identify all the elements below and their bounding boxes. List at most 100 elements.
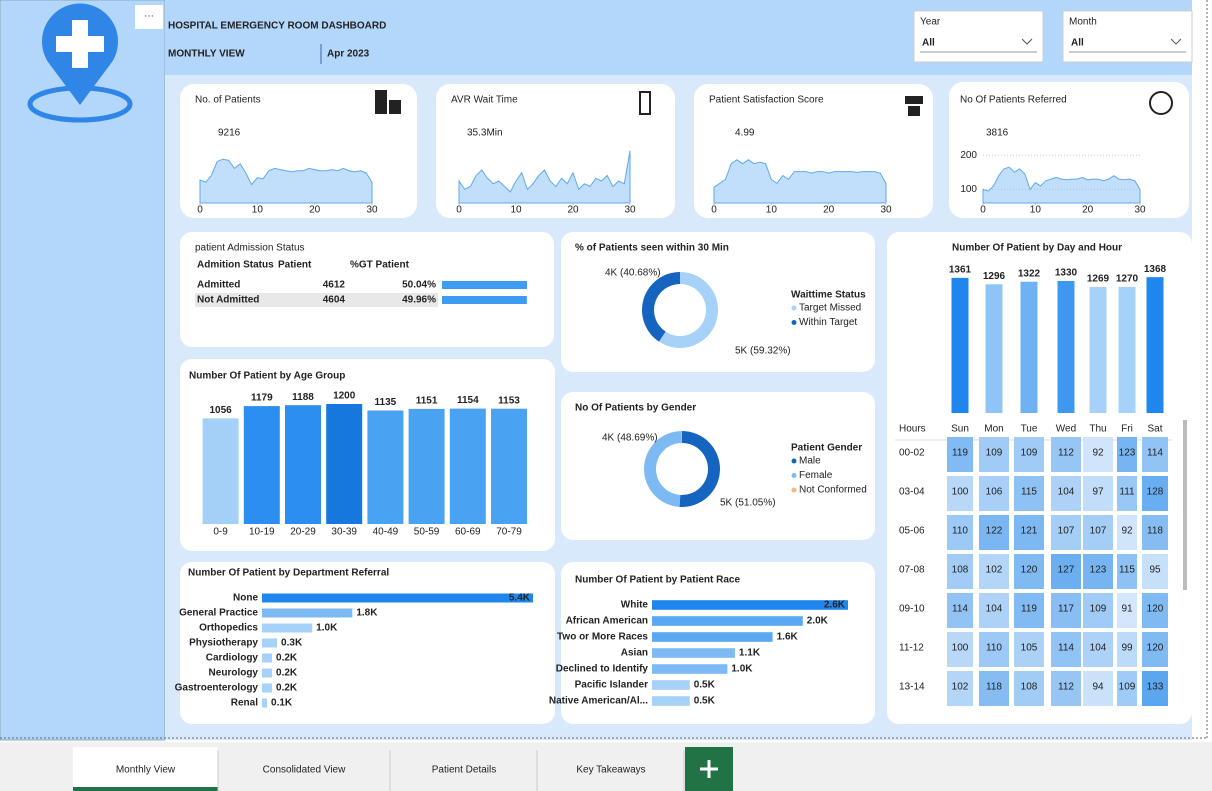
filter-value[interactable]: All — [922, 38, 935, 49]
heat-cell — [1083, 593, 1113, 628]
bar — [262, 638, 278, 648]
filter-box[interactable] — [1062, 10, 1193, 63]
data-label: 1.0K — [731, 664, 753, 675]
legend-title: Waittime Status — [791, 290, 866, 301]
cell-value: 102 — [952, 682, 969, 693]
category-label: Renal — [231, 698, 258, 709]
x-tick-label: 30 — [880, 205, 892, 216]
legend-label: Not Conformed — [799, 485, 867, 496]
bar — [262, 683, 273, 693]
heat-cell — [1051, 554, 1081, 589]
heat-cell — [1014, 671, 1044, 706]
bar — [243, 406, 280, 524]
cell-value: 106 — [986, 487, 1003, 498]
cell-value: 128 — [1147, 487, 1164, 498]
bar — [202, 418, 239, 524]
filter-box[interactable] — [913, 10, 1044, 63]
heat-cell — [1083, 437, 1113, 472]
heat-cell — [1014, 437, 1044, 472]
row-label: 11-12 — [899, 643, 924, 654]
filter-value[interactable]: All — [1071, 38, 1084, 49]
cell-value: 121 — [1021, 526, 1038, 537]
x-tick-label: 30 — [1134, 205, 1146, 216]
tab-active[interactable] — [73, 747, 218, 791]
sheet-tab[interactable]: Patient Details — [432, 765, 496, 776]
bar — [1118, 286, 1136, 413]
x-tick-label: 0 — [711, 205, 717, 216]
category-label: Native American/Al... — [549, 696, 648, 707]
cell-value: 122 — [986, 526, 1003, 537]
heat-cell — [947, 593, 973, 628]
data-label: 1330 — [1055, 268, 1078, 279]
sparkline — [713, 159, 887, 204]
sheet-tab[interactable]: Key Takeaways — [576, 765, 645, 776]
bar — [652, 632, 773, 642]
bar — [652, 680, 690, 690]
data-label: 1361 — [949, 265, 972, 276]
heat-cell — [947, 632, 973, 667]
bar — [285, 405, 321, 524]
more-icon[interactable]: ··· — [144, 11, 154, 22]
heat-cell — [1117, 593, 1137, 628]
data-label: 1.6K — [777, 632, 799, 643]
category-label: Asian — [621, 648, 648, 659]
cell-value: 105 — [1021, 643, 1038, 654]
x-tick-label: 20 — [309, 205, 321, 216]
column-header: Fri — [1121, 424, 1133, 435]
cell: Admitted — [197, 280, 240, 291]
data-label: 1.0K — [316, 623, 338, 634]
kpi-value: 35.3Min — [467, 128, 503, 139]
heat-cell — [1083, 632, 1113, 667]
legend-swatch — [791, 320, 797, 325]
cell-value: 114 — [952, 604, 968, 615]
heat-cell — [947, 554, 973, 589]
donut-segment — [681, 431, 682, 444]
chart-title: Number Of Patient by Patient Race — [575, 575, 740, 586]
x-tick-label: 10-19 — [249, 527, 275, 538]
sheet-tab[interactable]: Consolidated View — [263, 765, 346, 776]
bar — [262, 623, 313, 633]
bar — [262, 593, 533, 603]
row-label: 05-06 — [899, 526, 925, 537]
x-tick-label: 60-69 — [455, 527, 481, 538]
filter-label: Year — [920, 17, 941, 28]
cell-value: 120 — [1147, 643, 1164, 654]
x-tick-label: 0 — [456, 205, 462, 216]
row-label: 00-02 — [899, 448, 925, 459]
bar — [652, 616, 803, 626]
kpi-icons — [375, 90, 1173, 116]
row-label: 09-10 — [899, 604, 925, 615]
heat-cell — [1117, 554, 1137, 589]
cell-value: 119 — [1021, 604, 1037, 615]
legend-swatch — [791, 458, 797, 464]
column-header: %GT Patient — [350, 260, 410, 271]
category-label: Declined to Identify — [556, 664, 649, 675]
x-tick-label: 10 — [1030, 205, 1042, 216]
cell-value: 109 — [1090, 604, 1107, 615]
cell-value: 118 — [986, 682, 1002, 693]
chevron[interactable] — [1170, 38, 1182, 45]
sheet-tab[interactable]: Monthly View — [116, 765, 176, 776]
data-label: 1153 — [498, 395, 520, 406]
add-icon[interactable] — [700, 760, 718, 778]
heat-cell — [979, 515, 1009, 550]
legend-swatch — [791, 473, 797, 478]
tab-underline — [73, 787, 218, 791]
kpi-title: Patient Satisfaction Score — [709, 95, 824, 106]
category-label: Orthopedics — [199, 623, 258, 634]
logo — [27, 3, 133, 123]
chevron[interactable] — [1021, 38, 1033, 45]
cell-value: 104 — [1090, 643, 1107, 654]
more-button[interactable] — [135, 5, 163, 29]
chart-title: % of Patients seen within 30 Min — [575, 243, 729, 254]
data-label: 1368 — [1144, 264, 1167, 275]
legend-swatch — [791, 305, 797, 311]
column-header: Sun — [951, 424, 969, 435]
cell-value: 107 — [1058, 526, 1075, 537]
sparkline — [458, 150, 631, 204]
column-header: Wed — [1056, 424, 1076, 435]
kpi-value: 9216 — [218, 128, 241, 139]
heat-cell — [979, 593, 1009, 628]
heat-cell — [1051, 632, 1081, 667]
cell-value: 115 — [1021, 487, 1037, 498]
